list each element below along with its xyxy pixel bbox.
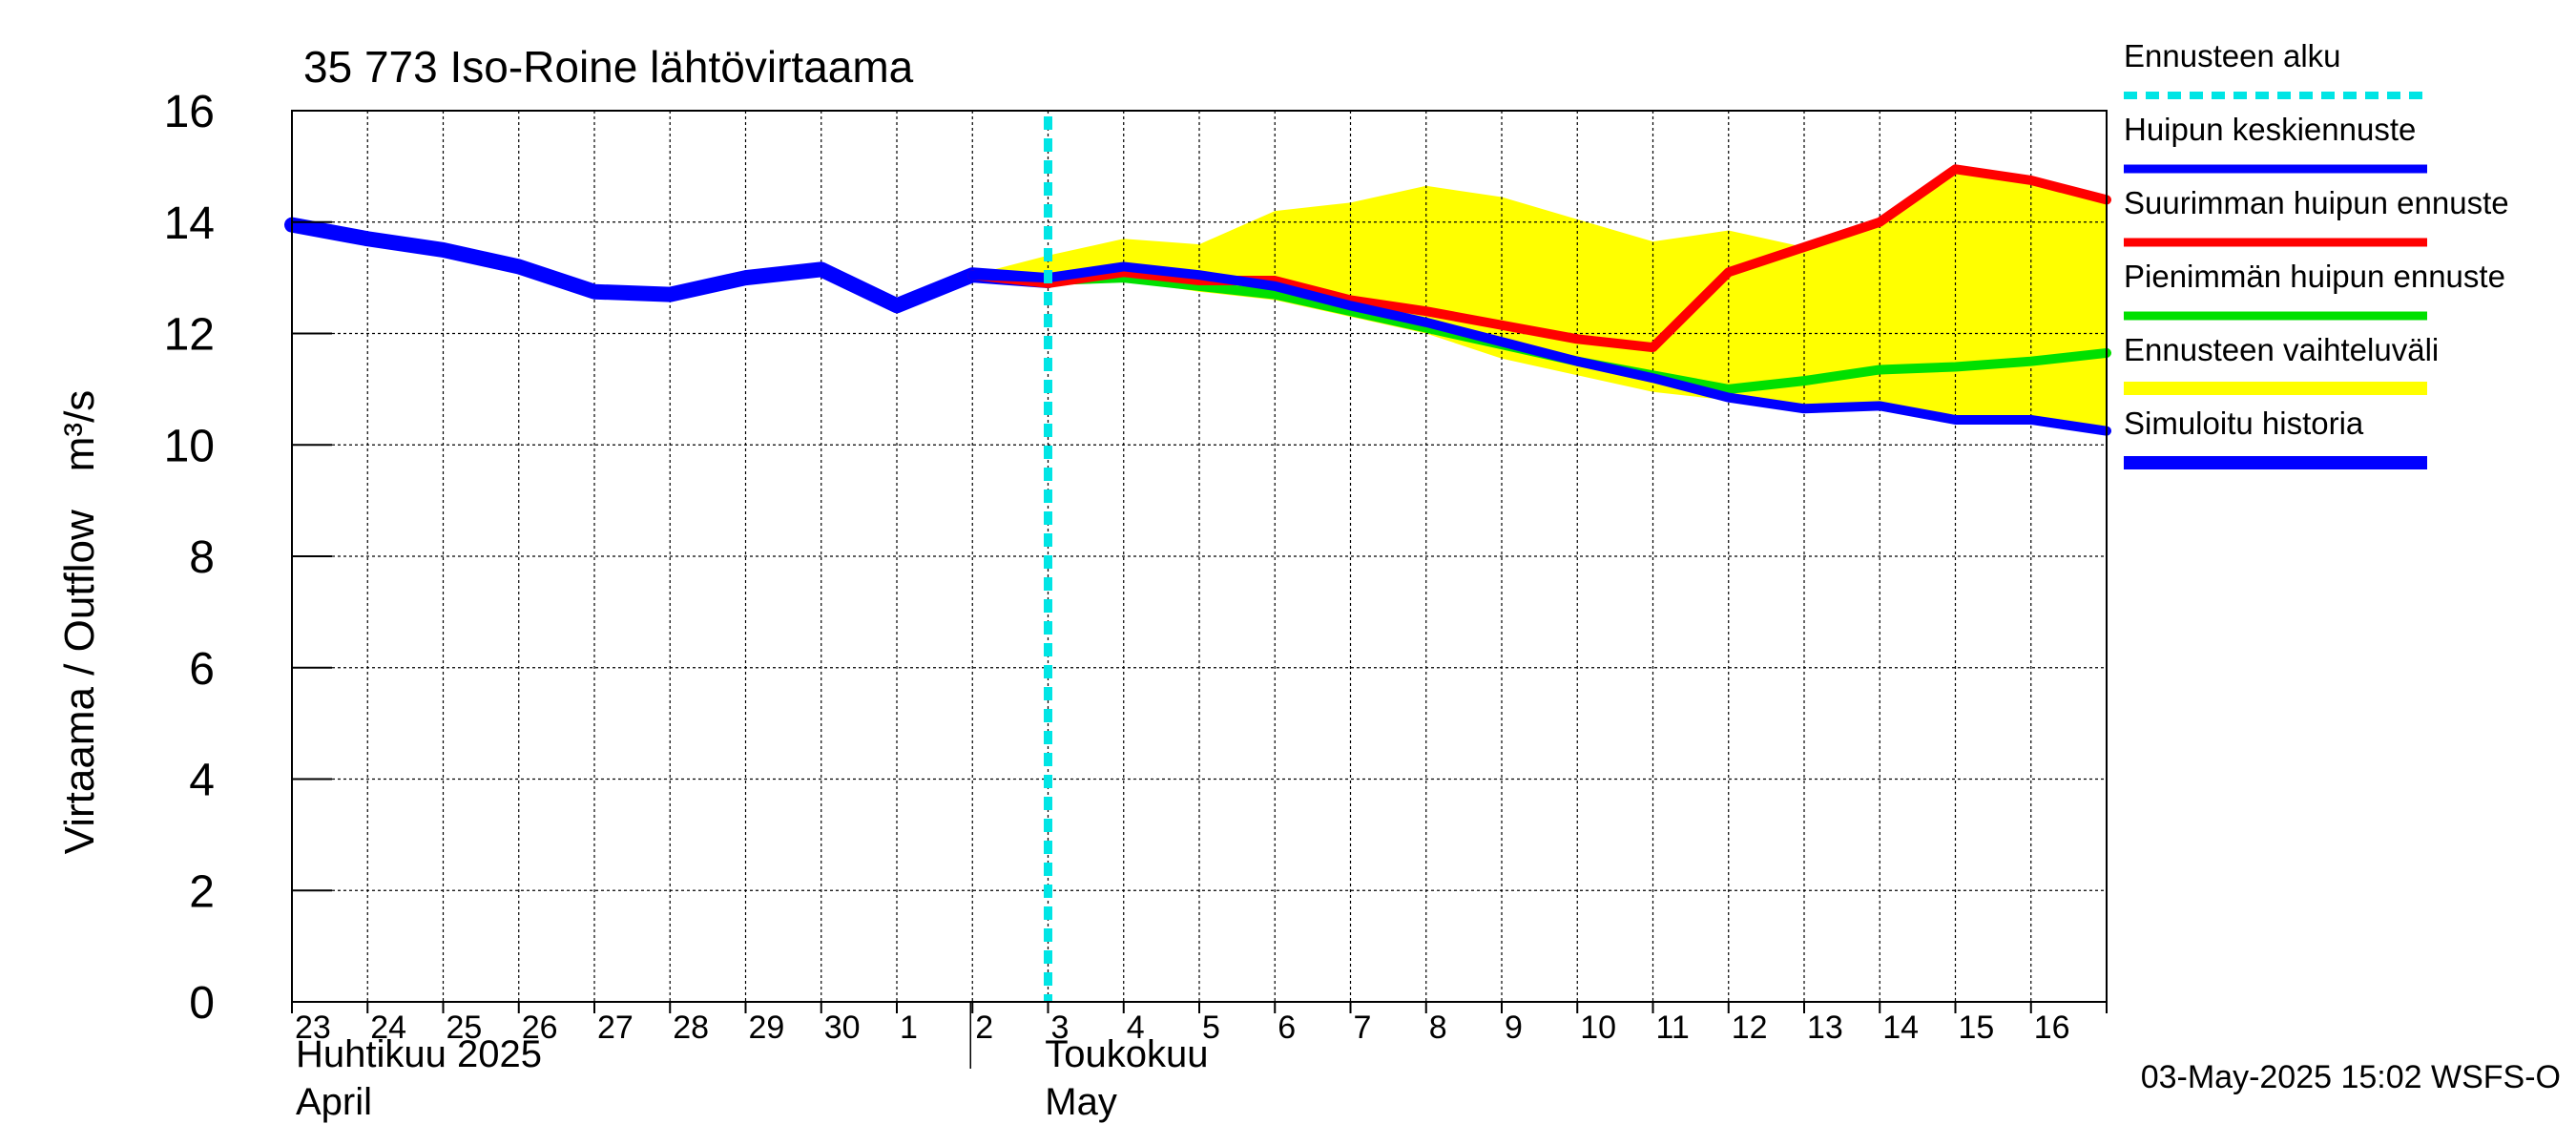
x-tick-label: 4 — [1127, 1010, 1145, 1046]
x-tick-label: 27 — [597, 1010, 634, 1046]
y-tick-label: 16 — [164, 87, 215, 137]
x-tick-label: 12 — [1732, 1010, 1768, 1046]
y-axis-unit: m³/s — [56, 390, 103, 472]
y-tick-label: 8 — [189, 532, 215, 583]
series-lines — [284, 164, 2111, 436]
y-axis-label: Virtaama / Outflow m³/s — [56, 390, 103, 855]
x-tick-label: 1 — [900, 1010, 918, 1046]
x-tick-label: 23 — [295, 1010, 331, 1046]
legend-label: Ennusteen alku — [2124, 38, 2341, 73]
x-tick-label: 7 — [1354, 1010, 1372, 1046]
x-tick-label: 29 — [749, 1010, 785, 1046]
x-tick-label: 2 — [975, 1010, 993, 1046]
x-tick-label: 13 — [1807, 1010, 1843, 1046]
legend-swatch — [2124, 382, 2427, 395]
month-label-english: May — [1045, 1081, 1117, 1123]
y-tick-label: 2 — [189, 866, 215, 917]
y-tick-label: 10 — [164, 421, 215, 471]
y-tick-label: 4 — [189, 756, 215, 806]
legend: Ennusteen alku Huipun keskiennuste Suurimm… — [2124, 38, 2509, 469]
legend-label: Suurimman huipun ennuste — [2124, 185, 2509, 220]
x-tick-label: 28 — [673, 1010, 709, 1046]
month-label-english: April — [296, 1081, 372, 1123]
month-label: Toukokuu — [1045, 1033, 1208, 1075]
history-line — [284, 217, 1056, 314]
axes — [291, 110, 2108, 1069]
y-axis-label-text: Virtaama / Outflow — [56, 510, 103, 854]
x-tick-label: 11 — [1656, 1010, 1690, 1046]
x-tick-label: 3 — [1051, 1010, 1070, 1046]
x-tick-label: 30 — [824, 1010, 861, 1046]
x-tick-label: 26 — [522, 1010, 558, 1046]
legend-label: Ennusteen vaihteluväli — [2124, 332, 2439, 367]
x-tick-label: 10 — [1580, 1010, 1616, 1046]
chart-text: 35 773 Iso-Roine lähtövirtaama Virtaama … — [56, 42, 2561, 1123]
month-label: Huhtikuu 2025 — [296, 1033, 542, 1075]
x-tick-label: 16 — [2034, 1010, 2070, 1046]
x-tick-label: 25 — [447, 1010, 483, 1046]
y-tick-label: 0 — [189, 978, 215, 1029]
x-tick-label: 6 — [1278, 1010, 1296, 1046]
x-tick-label: 5 — [1202, 1010, 1220, 1046]
forecast-range-band — [972, 169, 2107, 431]
timestamp: 03-May-2025 15:02 WSFS-O — [2141, 1059, 2561, 1095]
forecast-range-band-layer — [972, 169, 2107, 431]
legend-label: Huipun keskiennuste — [2124, 112, 2416, 147]
x-tick-label: 15 — [1959, 1010, 1995, 1046]
x-tick-label: 9 — [1505, 1010, 1523, 1046]
legend-label: Pienimmän huipun ennuste — [2124, 259, 2505, 294]
x-tick-label: 14 — [1882, 1010, 1919, 1046]
max-peak-line — [967, 164, 2111, 353]
y-tick-label: 14 — [164, 198, 215, 249]
x-tick-label: 24 — [370, 1010, 406, 1046]
chart-title: 35 773 Iso-Roine lähtövirtaama — [303, 42, 914, 92]
mean-peak-line — [967, 261, 2111, 436]
y-tick-label: 6 — [189, 644, 215, 695]
y-tick-label: 12 — [164, 310, 215, 361]
legend-label: Simuloitu historia — [2124, 406, 2364, 441]
gridlines — [292, 111, 2107, 1002]
x-tick-label: 8 — [1429, 1010, 1447, 1046]
